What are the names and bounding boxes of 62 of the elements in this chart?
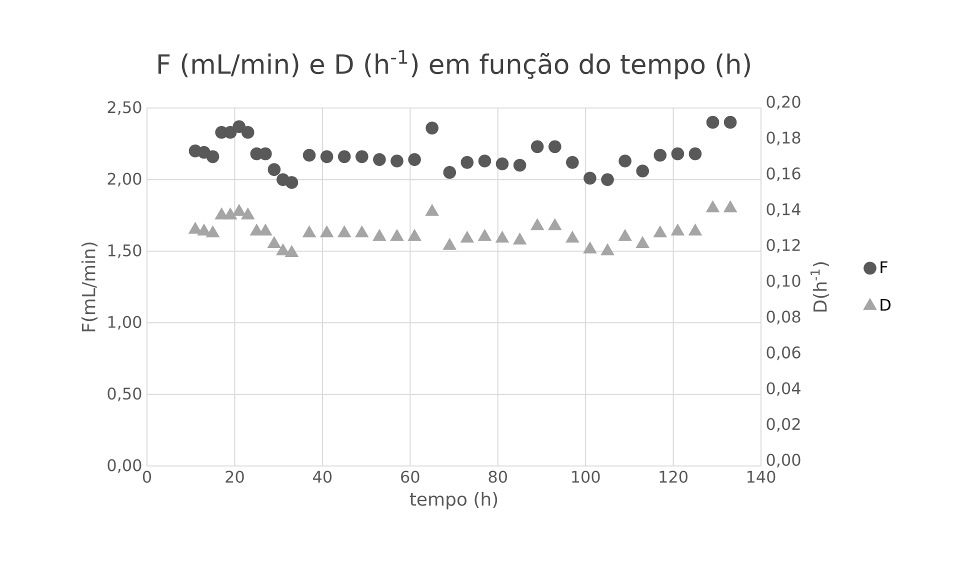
chart-title: F (mL/min) e D (h$^{-1}$) em função do tempo (h): [158, 50, 750, 80]
point: [232, 120, 246, 134]
y2-tick-label: 0,14: [766, 203, 800, 217]
point: [356, 150, 368, 164]
y-tick-label: 0,50: [108, 388, 142, 402]
point: [373, 153, 386, 166]
point: [268, 163, 281, 176]
x-tick-label: 20: [226, 470, 244, 483]
point: [618, 154, 632, 168]
point: [390, 154, 404, 168]
y2-tick-label: 0,00: [766, 454, 800, 468]
point: [513, 158, 526, 172]
point: [443, 166, 456, 179]
y-tick-label: 1,50: [108, 244, 142, 258]
point: [408, 153, 421, 166]
point: [241, 126, 254, 139]
x-tick-label: 0: [142, 470, 152, 483]
x-tick-label: 40: [313, 470, 332, 483]
y-tick-label: 2,50: [108, 101, 142, 115]
y-axis-title: F(mL/min): [81, 242, 98, 332]
y2-tick-label: 0,10: [766, 274, 800, 289]
point: [724, 116, 737, 129]
point: [671, 147, 684, 160]
point: [496, 157, 509, 170]
point: [302, 148, 316, 162]
x-tick-label: 120: [660, 470, 688, 483]
x-axis-title: tempo (h): [410, 492, 498, 510]
y-tick-label: 2,00: [108, 172, 142, 186]
point: [548, 140, 562, 154]
x-tick-label: 100: [572, 470, 600, 483]
x-tick-label: 140: [748, 470, 776, 483]
point: [688, 147, 702, 160]
y2-tick-label: 0,02: [766, 418, 800, 432]
x-tick-label: 60: [401, 470, 420, 483]
point: [636, 164, 649, 178]
y2-tick-label: 0,04: [766, 382, 800, 396]
y-tick-label: 1,00: [108, 316, 142, 330]
point: [584, 172, 596, 185]
x-tick-label: 80: [488, 470, 507, 483]
legend-label: D: [880, 298, 890, 311]
legend-label: F: [880, 261, 888, 273]
point: [320, 150, 334, 164]
point: [478, 154, 492, 168]
y2-tick-label: 0,18: [766, 132, 800, 146]
y2-tick-label: 0,08: [766, 310, 800, 324]
point: [530, 140, 544, 154]
point: [338, 150, 351, 164]
point: [460, 156, 474, 169]
y-tick-label: 0,00: [108, 459, 142, 473]
point: [426, 122, 438, 134]
y2-tick-label: 0,16: [766, 167, 800, 182]
y2-axis-title: D(h$^{-1}$): [810, 262, 830, 312]
y2-tick-label: 0,12: [766, 238, 800, 253]
point: [285, 176, 298, 189]
point: [259, 147, 272, 160]
point: [706, 116, 720, 129]
point: [601, 173, 614, 186]
y2-tick-label: 0,20: [766, 96, 800, 110]
point: [206, 150, 220, 164]
point: [654, 148, 667, 162]
point: [566, 156, 579, 169]
y2-tick-label: 0,06: [766, 346, 800, 360]
